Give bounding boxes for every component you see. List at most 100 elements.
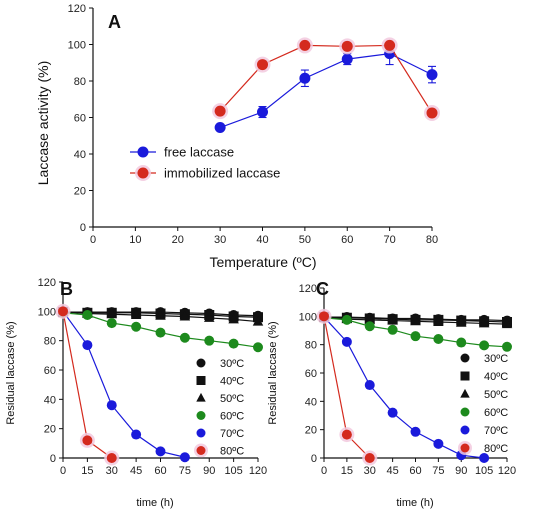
panel-a-x-tick-label: 40 [256,234,268,246]
panel-a-series-free-laccase-point [299,72,311,84]
panel-c-series-50-c-legend-marker [460,388,470,398]
panel-a-series-free-laccase-legend-label: free laccase [164,145,234,160]
panel-c-series-70-c-legend-marker [460,425,470,435]
panel-a-series-immobilized-laccase-point [341,40,353,52]
panel-c-x-tick-label: 75 [432,465,444,477]
panel-b-series-70-c-point [82,340,93,351]
panel-a-series-immobilized-laccase-point [214,105,226,117]
panel-b-chart: B time (h) Residual laccase (%) 0 15 30 45 6… [5,277,267,509]
panel-b-series-70-c-legend-label: 70ºC [220,428,244,440]
panel-b-y-tick-label: 40 [44,394,56,406]
panel-b-x-tick-label: 30 [106,465,118,477]
panel-a-y-tick-label: 80 [74,76,86,88]
panel-a-x-axis-title: Temperature (ºC) [209,254,316,270]
panel-b-series-60-c-point [253,342,263,353]
panel-a-series-free-laccase-line [219,53,433,129]
panel-c-x-axis-title: time (h) [396,497,433,509]
panel-b-x-axis-title: time (h) [136,497,173,509]
panel-a-series-free-laccase-point [214,122,226,134]
panel-c-series-70-c-point [410,426,421,437]
panel-c-series-70-c-point [364,380,375,391]
panel-c-x-tick-label: 60 [409,465,421,477]
panel-c-x-tick-label: 30 [364,465,376,477]
panel-a-x-tick-label: 60 [341,234,353,246]
panel-b-y-axis-title: Residual laccase (%) [5,321,17,424]
panel-a-series-immobilized-laccase-line [219,44,433,114]
panel-a-x-tick-label: 30 [214,234,226,246]
panel-c-y-tick-label: 0 [311,453,317,465]
panel-b-series-50-c-legend-label: 50ºC [220,393,244,405]
panel-b-x-tick-label: 105 [224,465,242,477]
panel-a-x-tick-label: 80 [426,234,438,246]
panel-c-x-tick-label: 0 [321,465,327,477]
panel-a-x-tick-label: 50 [299,234,311,246]
panel-c-x-tick-label: 105 [475,465,493,477]
panel-b-series-50-c-point [106,308,117,319]
panel-b-series-60-c-point [131,321,142,332]
panel-c-series-60-c-legend-label: 60ºC [484,407,508,419]
panel-c-x-tick-label: 90 [455,465,467,477]
panel-a-y-tick-label: 60 [74,113,86,125]
panel-b-y-tick-label: 60 [44,365,56,377]
panel-b-y-tick-label: 80 [44,336,56,348]
panel-b-series-60-c-point [179,332,190,343]
panel-c-series-70-c-point [479,453,490,463]
panel-a-x-tick-label: 0 [90,234,96,246]
panel-c-series-60-c-legend-marker [460,407,470,417]
panel-a-series-immobilized-laccase-legend-marker [137,167,149,179]
panel-b-series-70-c-point [106,400,117,411]
panel-a-x-tick-label: 70 [384,234,396,246]
panel-c-series-50-c-point [456,316,467,327]
panel-c-series-60-c-point [387,324,398,335]
panel-b-y-tick-label: 20 [44,424,56,436]
panel-b-series-80-c-legend-marker [196,446,206,455]
panel-c-y-tick-label: 120 [299,283,317,295]
panel-a-x-tick-label: 20 [172,234,184,246]
panel-c-y-tick-label: 60 [305,368,317,380]
panel-b-series-50-c-point [204,312,215,322]
panel-b-series-50-c-point [130,309,142,319]
panel-a-chart: A Temperature (ºC) Laccase activity (%) … [35,3,440,270]
panel-b-x-tick-label: 45 [130,465,142,477]
panel-c-series-50-c-point [501,318,513,329]
panel-a-x-tick-label: 10 [129,234,141,246]
panel-c-series-70-c-point [341,336,352,347]
panel-b-series-80-c-legend-label: 80ºC [220,446,244,458]
panel-b-y-tick-label: 100 [38,306,56,318]
panel-c-series-80-c-legend-marker [460,443,470,453]
panel-a-y-axis-title: Laccase activity (%) [35,61,51,185]
panel-a-series-immobilized-laccase-point [257,59,268,71]
panel-c-label: C [316,279,329,299]
panel-c-series-50-c-point [410,315,421,326]
panel-c-series-50-c-point [364,314,375,324]
panel-b-series-50-c-point [179,310,191,321]
panel-c-series-30-c-legend-marker [460,353,470,363]
panel-c-series-80-c-point [364,453,375,463]
panel-b-x-tick-label: 90 [203,465,215,477]
panel-c-series-80-c-point [319,311,329,322]
panel-c-series-70-c-point [433,438,444,449]
panel-c-series-50-c-legend-label: 50ºC [484,389,508,401]
panel-b-x-tick-label: 75 [179,465,191,477]
panel-c-series-40-c-legend-marker [460,371,470,381]
panel-a-y-tick-label: 100 [68,40,86,52]
panel-b-series-60-c-point [204,335,215,346]
panel-a-y-tick-label: 20 [74,186,86,198]
panel-b-series-50-c-point [228,313,239,324]
panel-b-x-tick-label: 0 [60,465,66,477]
panel-b-series-60-c-point [155,327,166,338]
panel-b-series-30-c-legend-marker [196,358,206,368]
panel-b-series-60-c-point [106,318,117,329]
panel-c-series-50-c-point [433,316,444,326]
panel-b-series-80-c-point [58,306,68,317]
panel-c-series-50-c-point [387,314,398,325]
panel-c-series-70-c-legend-label: 70ºC [484,425,508,437]
panel-b-series-70-c-point [179,452,190,463]
panel-c-series-70-c-point [387,407,398,418]
panel-b-series-60-c-point [228,338,239,349]
panel-a-series-free-laccase-point [257,106,268,118]
panel-c-series-60-c-point [341,314,352,325]
panel-c-y-tick-label: 100 [299,311,317,323]
panel-a-series-immobilized-laccase-point [299,39,311,51]
